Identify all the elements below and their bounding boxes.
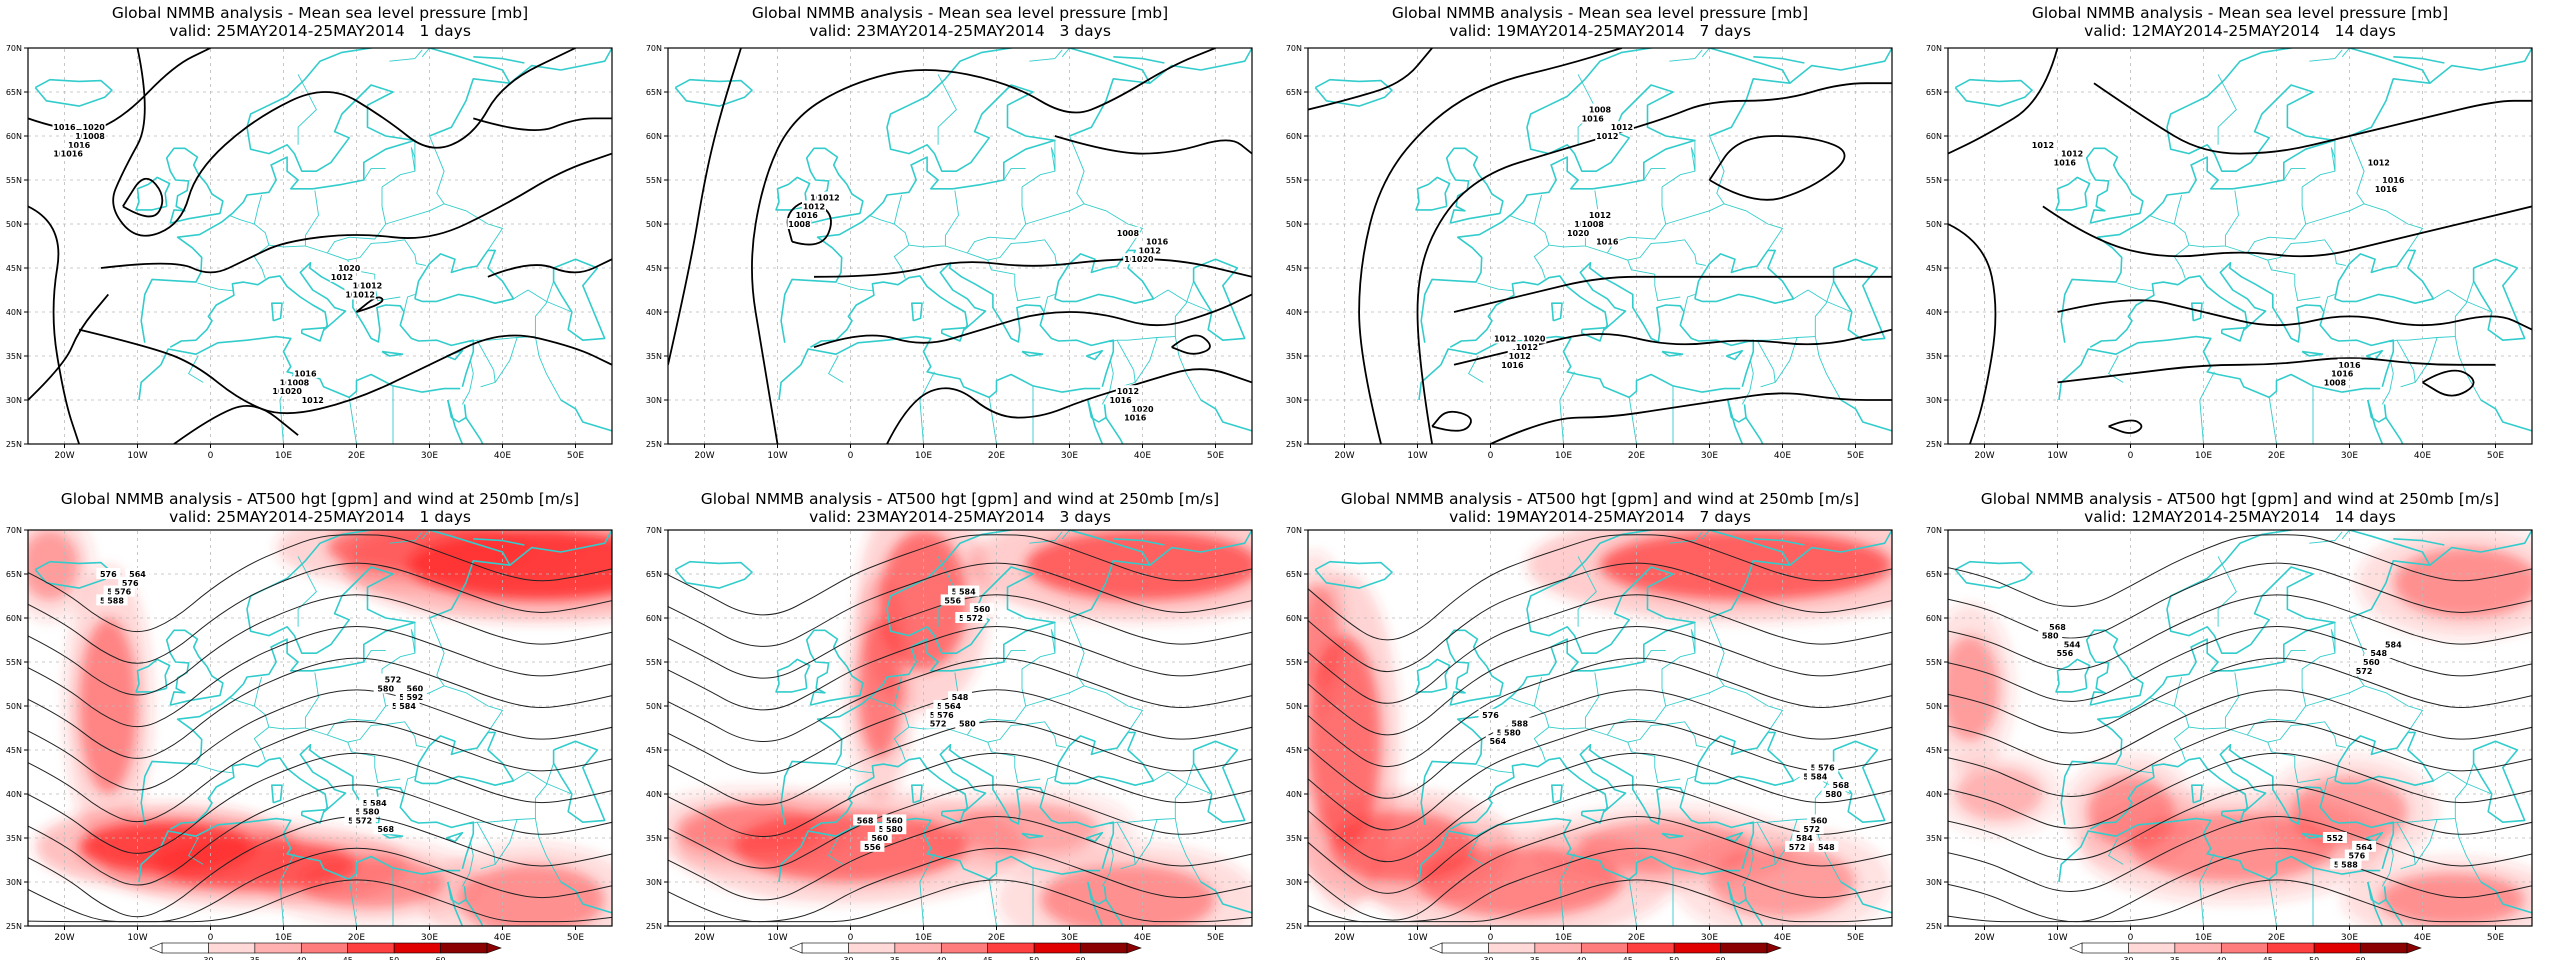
panel-title: Global NMMB analysis - Mean sea level pr…	[2031, 4, 2449, 22]
panel-title: Global NMMB analysis - AT500 hgt [gpm] a…	[1340, 490, 1860, 508]
mslp-panel-3: Global NMMB analysis - Mean sea level pr…	[1280, 0, 1920, 480]
mslp-panel-4: Global NMMB analysis - Mean sea level pr…	[1920, 0, 2560, 480]
mslp-panel-2: Global NMMB analysis - Mean sea level pr…	[640, 0, 1280, 480]
panel-valid: valid: 25MAY2014-25MAY2014 1 days	[169, 22, 471, 40]
panel-valid: valid: 25MAY2014-25MAY2014 1 days	[169, 508, 471, 526]
panel-valid: valid: 12MAY2014-25MAY2014 14 days	[2084, 508, 2396, 526]
z500-wind-panel-4: Global NMMB analysis - AT500 hgt [gpm] a…	[1920, 0, 2560, 960]
panel-title: Global NMMB analysis - AT500 hgt [gpm] a…	[700, 490, 1220, 508]
z500-wind-panel-2: Global NMMB analysis - AT500 hgt [gpm] a…	[640, 0, 1280, 960]
panel-title: Global NMMB analysis - Mean sea level pr…	[1391, 4, 1809, 22]
panel-valid: valid: 19MAY2014-25MAY2014 7 days	[1449, 508, 1751, 526]
panel-title: Global NMMB analysis - Mean sea level pr…	[111, 4, 529, 22]
panel-title: Global NMMB analysis - AT500 hgt [gpm] a…	[1980, 490, 2500, 508]
panel-valid: valid: 19MAY2014-25MAY2014 7 days	[1449, 22, 1751, 40]
z500-wind-panel-3: Global NMMB analysis - AT500 hgt [gpm] a…	[1280, 0, 1920, 960]
panel-title: Global NMMB analysis - AT500 hgt [gpm] a…	[60, 490, 580, 508]
z500-wind-panel-1: Global NMMB analysis - AT500 hgt [gpm] a…	[0, 0, 640, 960]
panel-valid: valid: 23MAY2014-25MAY2014 3 days	[809, 508, 1111, 526]
mslp-panel-1: Global NMMB analysis - Mean sea level pr…	[0, 0, 640, 480]
panel-title: Global NMMB analysis - Mean sea level pr…	[751, 4, 1169, 22]
panel-valid: valid: 23MAY2014-25MAY2014 3 days	[809, 22, 1111, 40]
panel-valid: valid: 12MAY2014-25MAY2014 14 days	[2084, 22, 2396, 40]
